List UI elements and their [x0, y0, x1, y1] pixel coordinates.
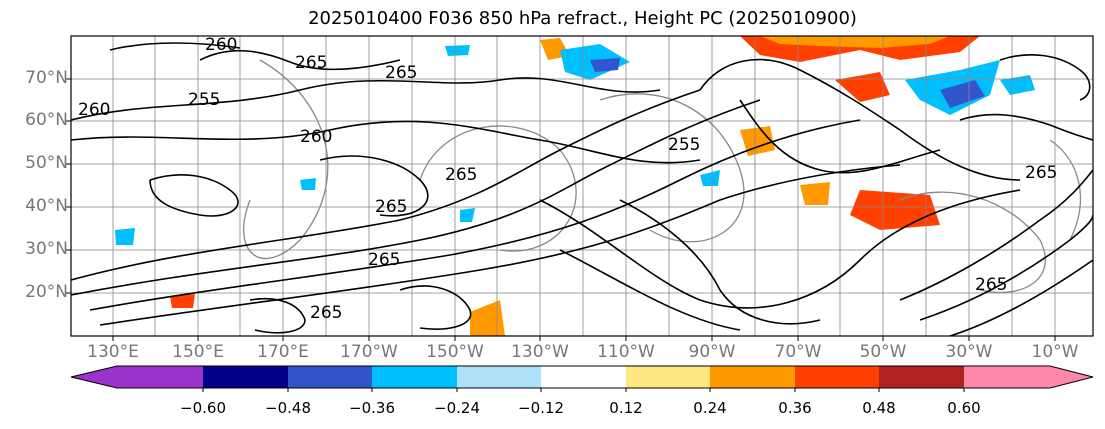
colorbar-tick-label: −0.24: [434, 399, 480, 417]
colorbar-tick-label: 0.12: [609, 399, 643, 417]
colorbar-tick-label: −0.36: [349, 399, 395, 417]
contour-label: 265: [975, 275, 1007, 295]
colorbar-tick-label: −0.12: [518, 399, 564, 417]
lon-label: 150°E: [172, 342, 224, 362]
map-title: 2025010400 F036 850 hPa refract., Height…: [308, 8, 857, 29]
axis-ticks: [66, 78, 1056, 341]
contour-label: 265: [375, 197, 407, 217]
lat-label: 50°N: [25, 153, 68, 173]
lat-label: 20°N: [25, 282, 68, 302]
lon-label: 150°W: [426, 342, 484, 362]
colorbar: [70, 365, 1094, 392]
lon-label: 30°W: [945, 342, 993, 362]
black-contours: [71, 42, 1093, 336]
contour-label: 260: [300, 127, 332, 147]
contour-labels: 260 265 255 260 265 265 255 265 265 265 …: [78, 35, 1057, 323]
colorbar-tick-label: 0.24: [693, 399, 727, 417]
lon-label: 130°W: [511, 342, 569, 362]
lat-label: 30°N: [25, 239, 68, 259]
lon-label: 10°W: [1031, 342, 1079, 362]
lon-label: 70°W: [774, 342, 822, 362]
lon-label: 50°W: [859, 342, 907, 362]
lon-label: 170°W: [340, 342, 398, 362]
map-frame: [70, 35, 1094, 337]
contour-label: 265: [1025, 163, 1057, 183]
lon-label: 90°W: [688, 342, 736, 362]
contour-label: 255: [188, 90, 220, 110]
contour-label: 260: [205, 35, 237, 55]
colorbar-tick-label: −0.48: [265, 399, 311, 417]
colorbar-tick-label: 0.60: [947, 399, 981, 417]
colorbar-tick-label: −0.60: [180, 399, 226, 417]
lat-label: 60°N: [25, 110, 68, 130]
lon-label: 110°W: [597, 342, 655, 362]
colorbar-extend-low: [71, 366, 117, 388]
gray-contours: [243, 59, 1082, 294]
contour-label: 265: [445, 165, 477, 185]
colorbar-extend-high: [1050, 366, 1093, 388]
contour-label: 255: [668, 135, 700, 155]
contour-label: 265: [385, 63, 417, 83]
colorbar-tick-label: 0.36: [778, 399, 812, 417]
colorbar-tick-label: 0.48: [862, 399, 896, 417]
lat-label: 70°N: [25, 68, 68, 88]
contour-label: 265: [295, 53, 327, 73]
contour-label: 265: [310, 303, 342, 323]
contour-label: 265: [368, 250, 400, 270]
lon-label: 130°E: [87, 342, 139, 362]
lat-label: 40°N: [25, 196, 68, 216]
contour-label: 260: [78, 100, 110, 120]
lon-label: 170°E: [257, 342, 309, 362]
